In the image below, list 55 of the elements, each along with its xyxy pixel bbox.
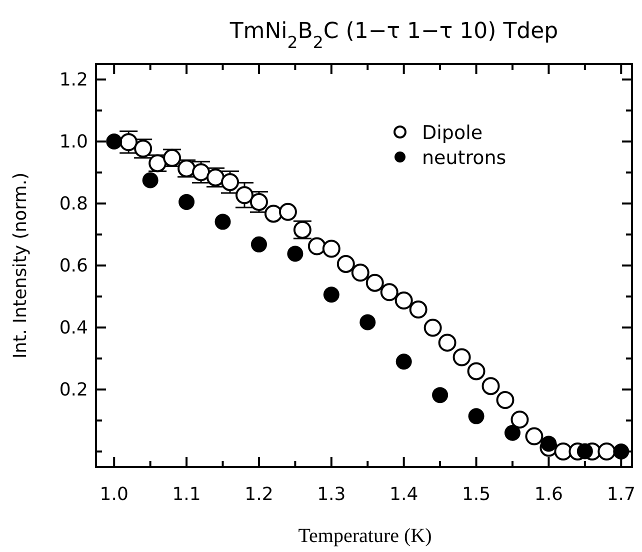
point — [554, 442, 572, 460]
point — [525, 427, 544, 446]
point — [250, 236, 267, 252]
point — [598, 442, 616, 460]
point — [351, 264, 370, 282]
point — [336, 254, 355, 273]
point — [424, 318, 442, 337]
point — [323, 286, 340, 303]
point — [496, 391, 514, 410]
y-axis-title: Int. Intensity (norm.) — [10, 172, 31, 359]
point — [576, 443, 593, 460]
x-tick-label: 1.4 — [390, 484, 418, 505]
point — [287, 246, 304, 262]
point — [366, 274, 384, 292]
point — [438, 334, 456, 352]
point — [106, 134, 122, 150]
point — [264, 204, 282, 223]
x-tick-label: 1.2 — [244, 484, 274, 505]
point — [235, 186, 254, 204]
point — [510, 410, 529, 429]
point — [409, 300, 428, 319]
point — [178, 194, 195, 210]
point — [540, 436, 557, 452]
y-tick-label: 0.8 — [59, 194, 88, 214]
point — [214, 214, 231, 230]
point — [613, 444, 630, 460]
point — [394, 292, 413, 310]
point — [504, 424, 520, 441]
y-tick-label: 0.6 — [59, 256, 88, 276]
point — [432, 387, 448, 404]
point — [278, 202, 297, 221]
point — [468, 408, 484, 424]
y-tick-label: 0.4 — [59, 318, 88, 338]
point — [396, 354, 412, 370]
x-tick-label: 1.3 — [317, 484, 346, 505]
x-tick-label: 1.6 — [534, 484, 564, 505]
y-tick-label: 1.2 — [59, 70, 88, 90]
x-tick-label: 1.1 — [172, 484, 201, 505]
x-tick-label: 1.5 — [462, 484, 491, 505]
chart-title: TmNi$_{2}$B$_{2}$C (1−τ 1−τ 10) Tdep — [228, 19, 558, 52]
legend-label: neutrons — [422, 147, 506, 169]
legend-label: Dipole — [422, 122, 483, 144]
point — [142, 172, 158, 188]
y-tick-label: 1.0 — [59, 132, 88, 152]
point — [322, 240, 340, 258]
y-tick-label: 0.2 — [59, 380, 88, 400]
point — [360, 314, 376, 330]
point — [467, 362, 486, 380]
point — [452, 348, 471, 366]
x-tick-label: 1.0 — [100, 484, 128, 505]
point — [482, 377, 500, 396]
x-tick-label: 1.7 — [606, 484, 636, 505]
point — [380, 283, 398, 302]
point — [308, 237, 326, 256]
x-axis-title: Temperature (K) — [298, 525, 432, 547]
